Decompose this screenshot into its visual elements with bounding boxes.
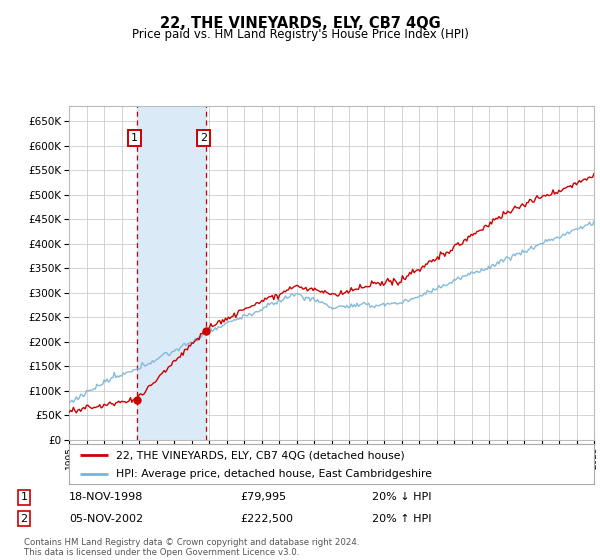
- Text: 20% ↑ HPI: 20% ↑ HPI: [372, 514, 431, 524]
- Text: HPI: Average price, detached house, East Cambridgeshire: HPI: Average price, detached house, East…: [116, 469, 432, 479]
- Text: 2: 2: [200, 133, 207, 143]
- Text: Price paid vs. HM Land Registry's House Price Index (HPI): Price paid vs. HM Land Registry's House …: [131, 28, 469, 41]
- Text: 18-NOV-1998: 18-NOV-1998: [69, 492, 143, 502]
- Text: 1: 1: [131, 133, 138, 143]
- Text: £79,995: £79,995: [240, 492, 286, 502]
- Text: 1: 1: [20, 492, 28, 502]
- Text: Contains HM Land Registry data © Crown copyright and database right 2024.
This d: Contains HM Land Registry data © Crown c…: [24, 538, 359, 557]
- Text: 05-NOV-2002: 05-NOV-2002: [69, 514, 143, 524]
- Text: £222,500: £222,500: [240, 514, 293, 524]
- Text: 20% ↓ HPI: 20% ↓ HPI: [372, 492, 431, 502]
- Text: 22, THE VINEYARDS, ELY, CB7 4QG: 22, THE VINEYARDS, ELY, CB7 4QG: [160, 16, 440, 31]
- Bar: [137, 106, 206, 440]
- Text: 2: 2: [20, 514, 28, 524]
- Text: 22, THE VINEYARDS, ELY, CB7 4QG (detached house): 22, THE VINEYARDS, ELY, CB7 4QG (detache…: [116, 450, 405, 460]
